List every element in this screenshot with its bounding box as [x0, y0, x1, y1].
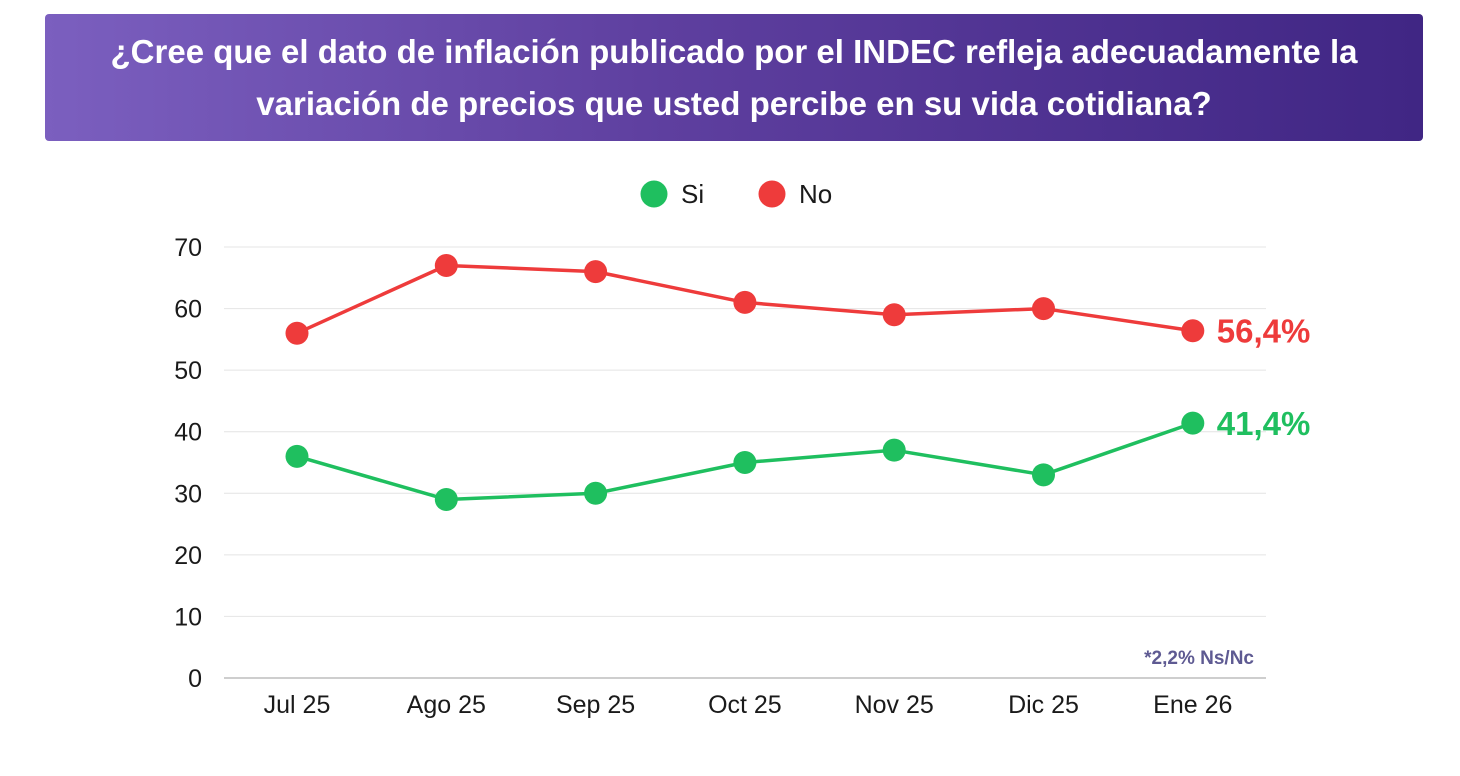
data-point-no [434, 253, 458, 277]
end-value-label-si: 41,4% [1217, 405, 1311, 442]
legend-item-no: No [758, 179, 832, 209]
x-tick-label: Nov 25 [855, 691, 934, 719]
x-tick-label: Jul 25 [264, 691, 331, 719]
data-point-si [1181, 411, 1205, 435]
legend-swatch [640, 180, 668, 208]
y-tick-label: 10 [174, 603, 202, 631]
data-point-si [434, 487, 458, 511]
data-point-si [1032, 463, 1055, 487]
footnote: *2,2% Ns/Nc [1144, 648, 1254, 669]
data-point-no [1181, 319, 1205, 343]
series-si: 41,4% [285, 405, 1311, 511]
data-point-si [285, 444, 309, 468]
x-tick-label: Ene 26 [1153, 691, 1232, 719]
data-point-si [882, 438, 906, 462]
y-tick-label: 0 [188, 665, 202, 693]
series-no: 56,4% [285, 253, 1311, 350]
y-tick-label: 60 [174, 296, 202, 324]
y-tick-label: 40 [174, 419, 202, 447]
legend-item-si: Si [640, 179, 704, 209]
legend-label: No [799, 179, 832, 209]
y-tick-label: 70 [174, 234, 202, 262]
data-point-no [285, 321, 309, 345]
series-layer: 41,4% 56,4% [285, 253, 1311, 511]
chart-title: ¿Cree que el dato de inflación publicado… [110, 32, 1358, 122]
y-axis: 0 10 20 30 40 50 60 70 [174, 234, 202, 693]
y-tick-label: 20 [174, 542, 202, 570]
x-tick-label: Oct 25 [708, 691, 782, 719]
data-point-no [733, 290, 757, 314]
data-point-no [584, 260, 608, 284]
title-banner: ¿Cree que el dato de inflación publicado… [45, 14, 1423, 141]
legend: Si No [640, 179, 832, 209]
grid-layer [224, 246, 1266, 679]
y-tick-label: 50 [174, 357, 202, 385]
data-point-si [584, 481, 608, 505]
y-tick-label: 30 [174, 480, 202, 508]
end-value-label-no: 56,4% [1217, 313, 1311, 350]
data-point-si [733, 451, 757, 474]
x-axis: Jul 25 Ago 25 Sep 25 Oct 25 Nov 25 Dic 25 Ene … [264, 691, 1233, 719]
legend-swatch [758, 180, 786, 208]
legend-label: Si [681, 179, 704, 209]
x-tick-label: Ago 25 [407, 691, 486, 719]
x-tick-label: Sep 25 [556, 691, 635, 719]
data-point-no [882, 303, 906, 327]
x-tick-label: Dic 25 [1008, 691, 1079, 719]
data-point-no [1032, 297, 1055, 321]
